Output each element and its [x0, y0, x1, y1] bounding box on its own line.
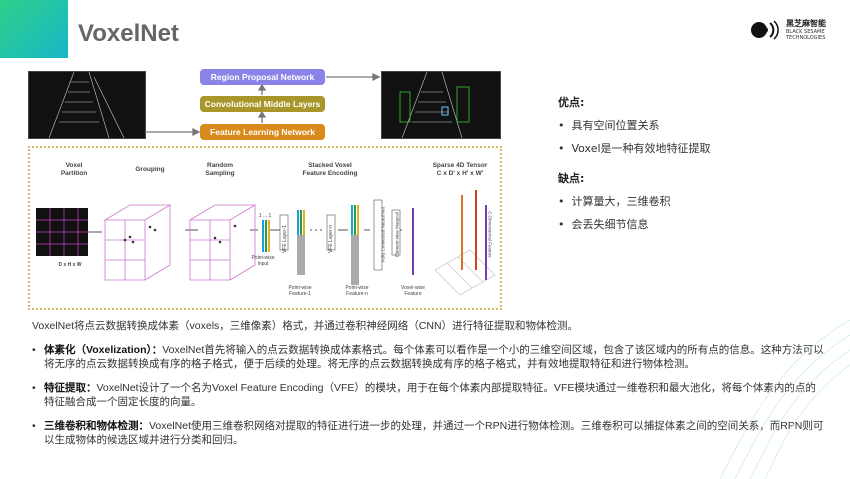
feature-learning-network-box: Feature Learning Network [200, 124, 325, 140]
bullet-text: VoxelNet首先将输入的点云数据转换成体素格式。每个体素可以看作是一个小的三… [44, 344, 824, 370]
vfe-layer-n-label: VFE Layer-n [328, 224, 334, 254]
point-wise-feature-1-label: Point-wise Feature-1 [288, 285, 312, 297]
logo-en2: TECHNOLOGIES [786, 35, 826, 41]
c-dim-feature-label: C-Dimensional Feature [487, 211, 493, 258]
region-proposal-network-box: Region Proposal Network [200, 69, 325, 85]
pros-section: 优点: • 具有空间位置关系 • Voxel是一种有效地特征提取 [558, 94, 711, 156]
bullet-feature-extraction: 特征提取：VoxelNet设计了一个名为Voxel Feature Encodi… [32, 381, 824, 409]
title-accent-block [0, 0, 68, 58]
stage-grouping: Grouping [135, 166, 165, 173]
pros-heading: 优点: [558, 96, 585, 109]
convolutional-middle-layers-box: Convolutional Middle Layers [200, 96, 325, 112]
company-logo: 黑芝麻智能 BLACK SESAME TECHNOLOGIES [750, 18, 826, 41]
stage-sparse-tensor: Sparse 4D Tensor C x D' x H' x W' [432, 162, 488, 177]
dhw-label: D x H x W [58, 262, 82, 268]
fcn-label: Fully Connected Neural Net [380, 206, 386, 263]
bullet-text: VoxelNet使用三维卷积网络对提取的特征进行进一步的处理，并通过一个RPN进… [44, 420, 824, 446]
stage-stacked-vfe: Stacked Voxel Feature Encoding [302, 162, 358, 177]
bullet-3d-conv-detection: 三维卷积和物体检测：VoxelNet使用三维卷积网络对提取的特征进行进一步的处理… [32, 419, 824, 447]
pros-item-text: Voxel是一种有效地特征提取 [571, 142, 711, 155]
pipeline-arrows [145, 72, 381, 137]
cons-item: • 计算量大，三维卷积 [558, 195, 671, 208]
vfe-layer-1-label: VFE Layer-1 [282, 224, 288, 254]
cons-item-text: 会丢失细节信息 [571, 218, 649, 231]
input-point-cloud-image [28, 71, 146, 139]
feature-learning-detail-frame [28, 146, 502, 310]
stage-random-sampling: Random Sampling [205, 162, 235, 177]
cons-heading: 缺点: [558, 172, 585, 185]
vfe-pipeline-drawing [36, 190, 496, 296]
pros-item: • Voxel是一种有效地特征提取 [558, 142, 711, 155]
cons-section: 缺点: • 计算量大，三维卷积 • 会丢失细节信息 [558, 170, 670, 232]
pros-item: • 具有空间位置关系 [558, 119, 660, 132]
bullet-voxelization: 体素化（Voxelization）：VoxelNet首先将输入的点云数据转换成体… [32, 343, 824, 371]
logo-en1: BLACK SESAME [786, 29, 825, 35]
output-detection-image [381, 71, 501, 139]
cons-item: • 会丢失细节信息 [558, 218, 649, 231]
bullet-term: 体素化（Voxelization）： [44, 344, 163, 356]
point-wise-input-label: Point-wise Input [251, 255, 275, 267]
stage-voxel-partition: Voxel Partition [60, 162, 88, 177]
slide-title: VoxelNet [78, 20, 179, 47]
cons-item-text: 计算量大，三维卷积 [571, 195, 671, 208]
point-wise-feature-n-label: Point-wise Feature-n [345, 285, 369, 297]
voxel-wise-feature-label: Voxel-wise Feature [401, 285, 425, 297]
decorative-wave-lines [719, 319, 850, 479]
logo-cn: 黑芝麻智能 [786, 19, 826, 28]
bullet-term: 三维卷积和物体检测： [44, 420, 149, 432]
ones-label: 1 ... 1 [258, 213, 272, 219]
pros-item-text: 具有空间位置关系 [571, 119, 660, 132]
maxpool-label: Element-wise Maxpool [394, 211, 400, 258]
bullet-term: 特征提取： [44, 382, 97, 394]
bullet-text: VoxelNet设计了一个名为Voxel Feature Encoding（VF… [44, 382, 816, 408]
logo-mark-icon [751, 19, 779, 40]
intro-paragraph: VoxelNet将点云数据转换成体素（voxels，三维像素）格式，并通过卷积神… [32, 320, 579, 332]
